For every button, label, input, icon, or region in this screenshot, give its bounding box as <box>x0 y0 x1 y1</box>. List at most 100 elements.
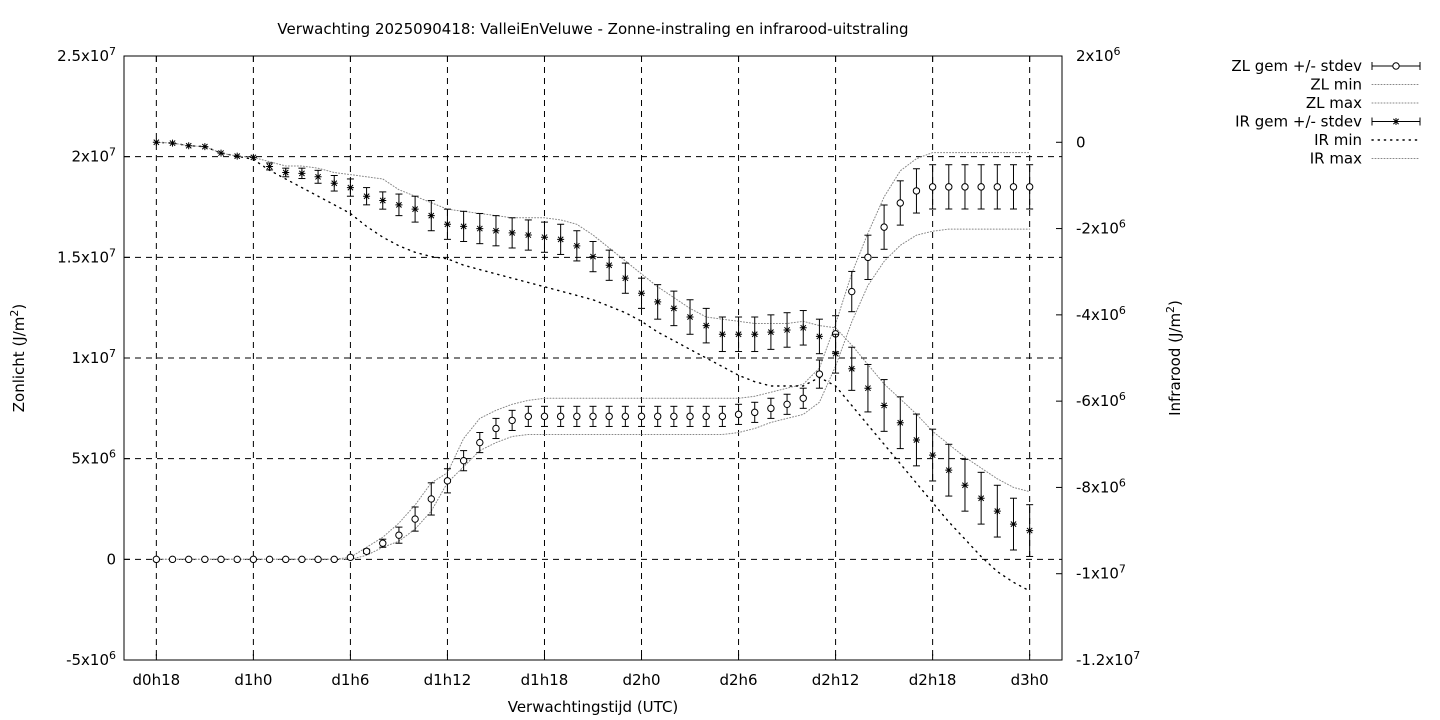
zl-mean-point <box>459 450 468 472</box>
ir-mean-marker <box>152 138 160 146</box>
ir-mean-marker <box>702 322 710 330</box>
zl-mean-marker <box>395 531 403 539</box>
zl-mean-point <box>589 405 597 427</box>
zl-mean-marker <box>540 412 549 421</box>
zl-mean-marker <box>605 412 613 421</box>
ir-mean-marker <box>735 330 743 338</box>
ir-mean-point <box>945 443 953 497</box>
ir-mean-point <box>152 138 160 146</box>
legend-entry: IR min <box>1314 131 1421 149</box>
ir-mean-marker <box>363 192 371 200</box>
x-tick-label: d2h0 <box>622 671 660 689</box>
ir-mean-point <box>799 310 807 346</box>
ir-mean-point <box>298 167 306 180</box>
zl-mean-marker <box>1009 183 1018 191</box>
ir-min-line <box>155 141 1031 592</box>
zl-mean-marker <box>1025 183 1034 191</box>
ir-mean-marker <box>783 326 791 334</box>
ir-mean-point <box>492 215 500 247</box>
ir-mean-marker <box>912 436 920 444</box>
y2-axis-label: Infrarood (J/m2) <box>1164 300 1184 416</box>
zl-mean-point <box>637 405 646 427</box>
zl-mean-point <box>152 555 161 564</box>
zl-mean-point <box>734 403 743 425</box>
zl-mean-point <box>556 405 565 427</box>
y2-tick-label: -4x106 <box>1076 304 1126 324</box>
ir-mean-marker <box>864 384 872 392</box>
legend-entry: ZL gem +/- stdev <box>1231 57 1421 75</box>
y-tick-label: 2x107 <box>71 146 116 166</box>
ir-mean-marker <box>929 451 937 459</box>
ir-mean-point <box>880 379 888 432</box>
legend-label: IR min <box>1314 131 1362 149</box>
ir-mean-point <box>767 314 775 350</box>
ir-mean-point <box>783 312 791 348</box>
x-tick-label: d1h18 <box>521 671 569 689</box>
ir-mean-marker <box>201 143 209 151</box>
ir-mean-point <box>379 191 387 210</box>
legend-entry: IR max <box>1310 150 1421 168</box>
chart-title: Verwachting 2025090418: ValleiEnVeluwe -… <box>277 20 908 38</box>
zl-mean-point <box>799 387 807 409</box>
y-tick-label: -5x106 <box>66 649 116 669</box>
ir-mean-marker <box>298 169 306 177</box>
legend-entry: ZL min <box>1310 76 1421 94</box>
zl-mean-marker <box>864 253 872 262</box>
ir-mean-point <box>896 396 904 450</box>
x-tick-label: d2h6 <box>719 671 757 689</box>
zl-mean-point <box>605 405 613 427</box>
zl-mean-marker <box>184 555 193 564</box>
axis-layer: d0h18 d1h0 d1h6 d1h12 d1h18 d2h0 d2h6 d2h12 d2h1… <box>57 45 1140 689</box>
ir-mean-point <box>249 153 257 161</box>
ir-mean-marker <box>832 350 840 358</box>
zl-mean-point <box>1009 164 1018 210</box>
ir-mean-marker <box>443 220 451 228</box>
zl-mean-point <box>233 555 241 564</box>
ir-mean-point <box>621 262 629 294</box>
zl-mean-marker <box>896 199 904 207</box>
ir-mean-point <box>217 149 225 157</box>
y-tick-label: 0 <box>106 550 116 568</box>
zl-mean-marker <box>314 555 322 564</box>
ir-mean-marker <box>266 162 274 170</box>
zl-mean-point <box>751 401 759 423</box>
zl-mean-marker <box>476 438 484 447</box>
zl-mean-marker <box>815 370 824 378</box>
legend-label: ZL max <box>1306 94 1362 112</box>
ir-mean-point <box>508 217 516 249</box>
zl-mean-point <box>282 555 290 564</box>
ir-mean-point <box>346 178 354 197</box>
zl-mean-point <box>395 526 403 544</box>
zl-mean-marker <box>508 416 516 425</box>
zl-mean-point <box>896 180 904 226</box>
grid-layer <box>124 56 1062 660</box>
ir-mean-point <box>201 143 209 151</box>
ir-mean-marker <box>573 242 581 250</box>
y-tick-label: 1.5x107 <box>57 246 116 266</box>
ir-mean-marker <box>799 324 807 332</box>
ir-mean-marker <box>557 235 565 243</box>
zl-mean-marker <box>718 412 727 421</box>
ir-mean-marker <box>395 201 403 209</box>
zl-mean-point <box>702 405 710 427</box>
zl-mean-point <box>443 468 452 494</box>
zl-mean-marker <box>201 555 209 564</box>
zl-mean-marker <box>799 394 807 402</box>
zl-mean-marker <box>993 183 1002 191</box>
ir-mean-point <box>605 249 613 281</box>
zl-mean-marker <box>217 555 225 564</box>
ir-mean-point <box>686 299 694 335</box>
ir-mean-point <box>977 471 985 525</box>
y2-tick-label: 2x106 <box>1076 45 1121 65</box>
ir-mean-point <box>718 316 726 353</box>
zl-mean-point <box>912 168 921 214</box>
zl-mean-marker <box>152 555 161 564</box>
legend-entry: ZL max <box>1306 94 1421 112</box>
ir-mean-marker <box>686 313 694 321</box>
ir-mean-point <box>1026 504 1034 557</box>
ir-mean-marker <box>654 298 662 306</box>
ir-mean-point <box>848 346 856 391</box>
ir-mean-marker <box>638 289 646 297</box>
ir-mean-point <box>330 175 338 192</box>
zl-mean-marker <box>928 183 937 191</box>
